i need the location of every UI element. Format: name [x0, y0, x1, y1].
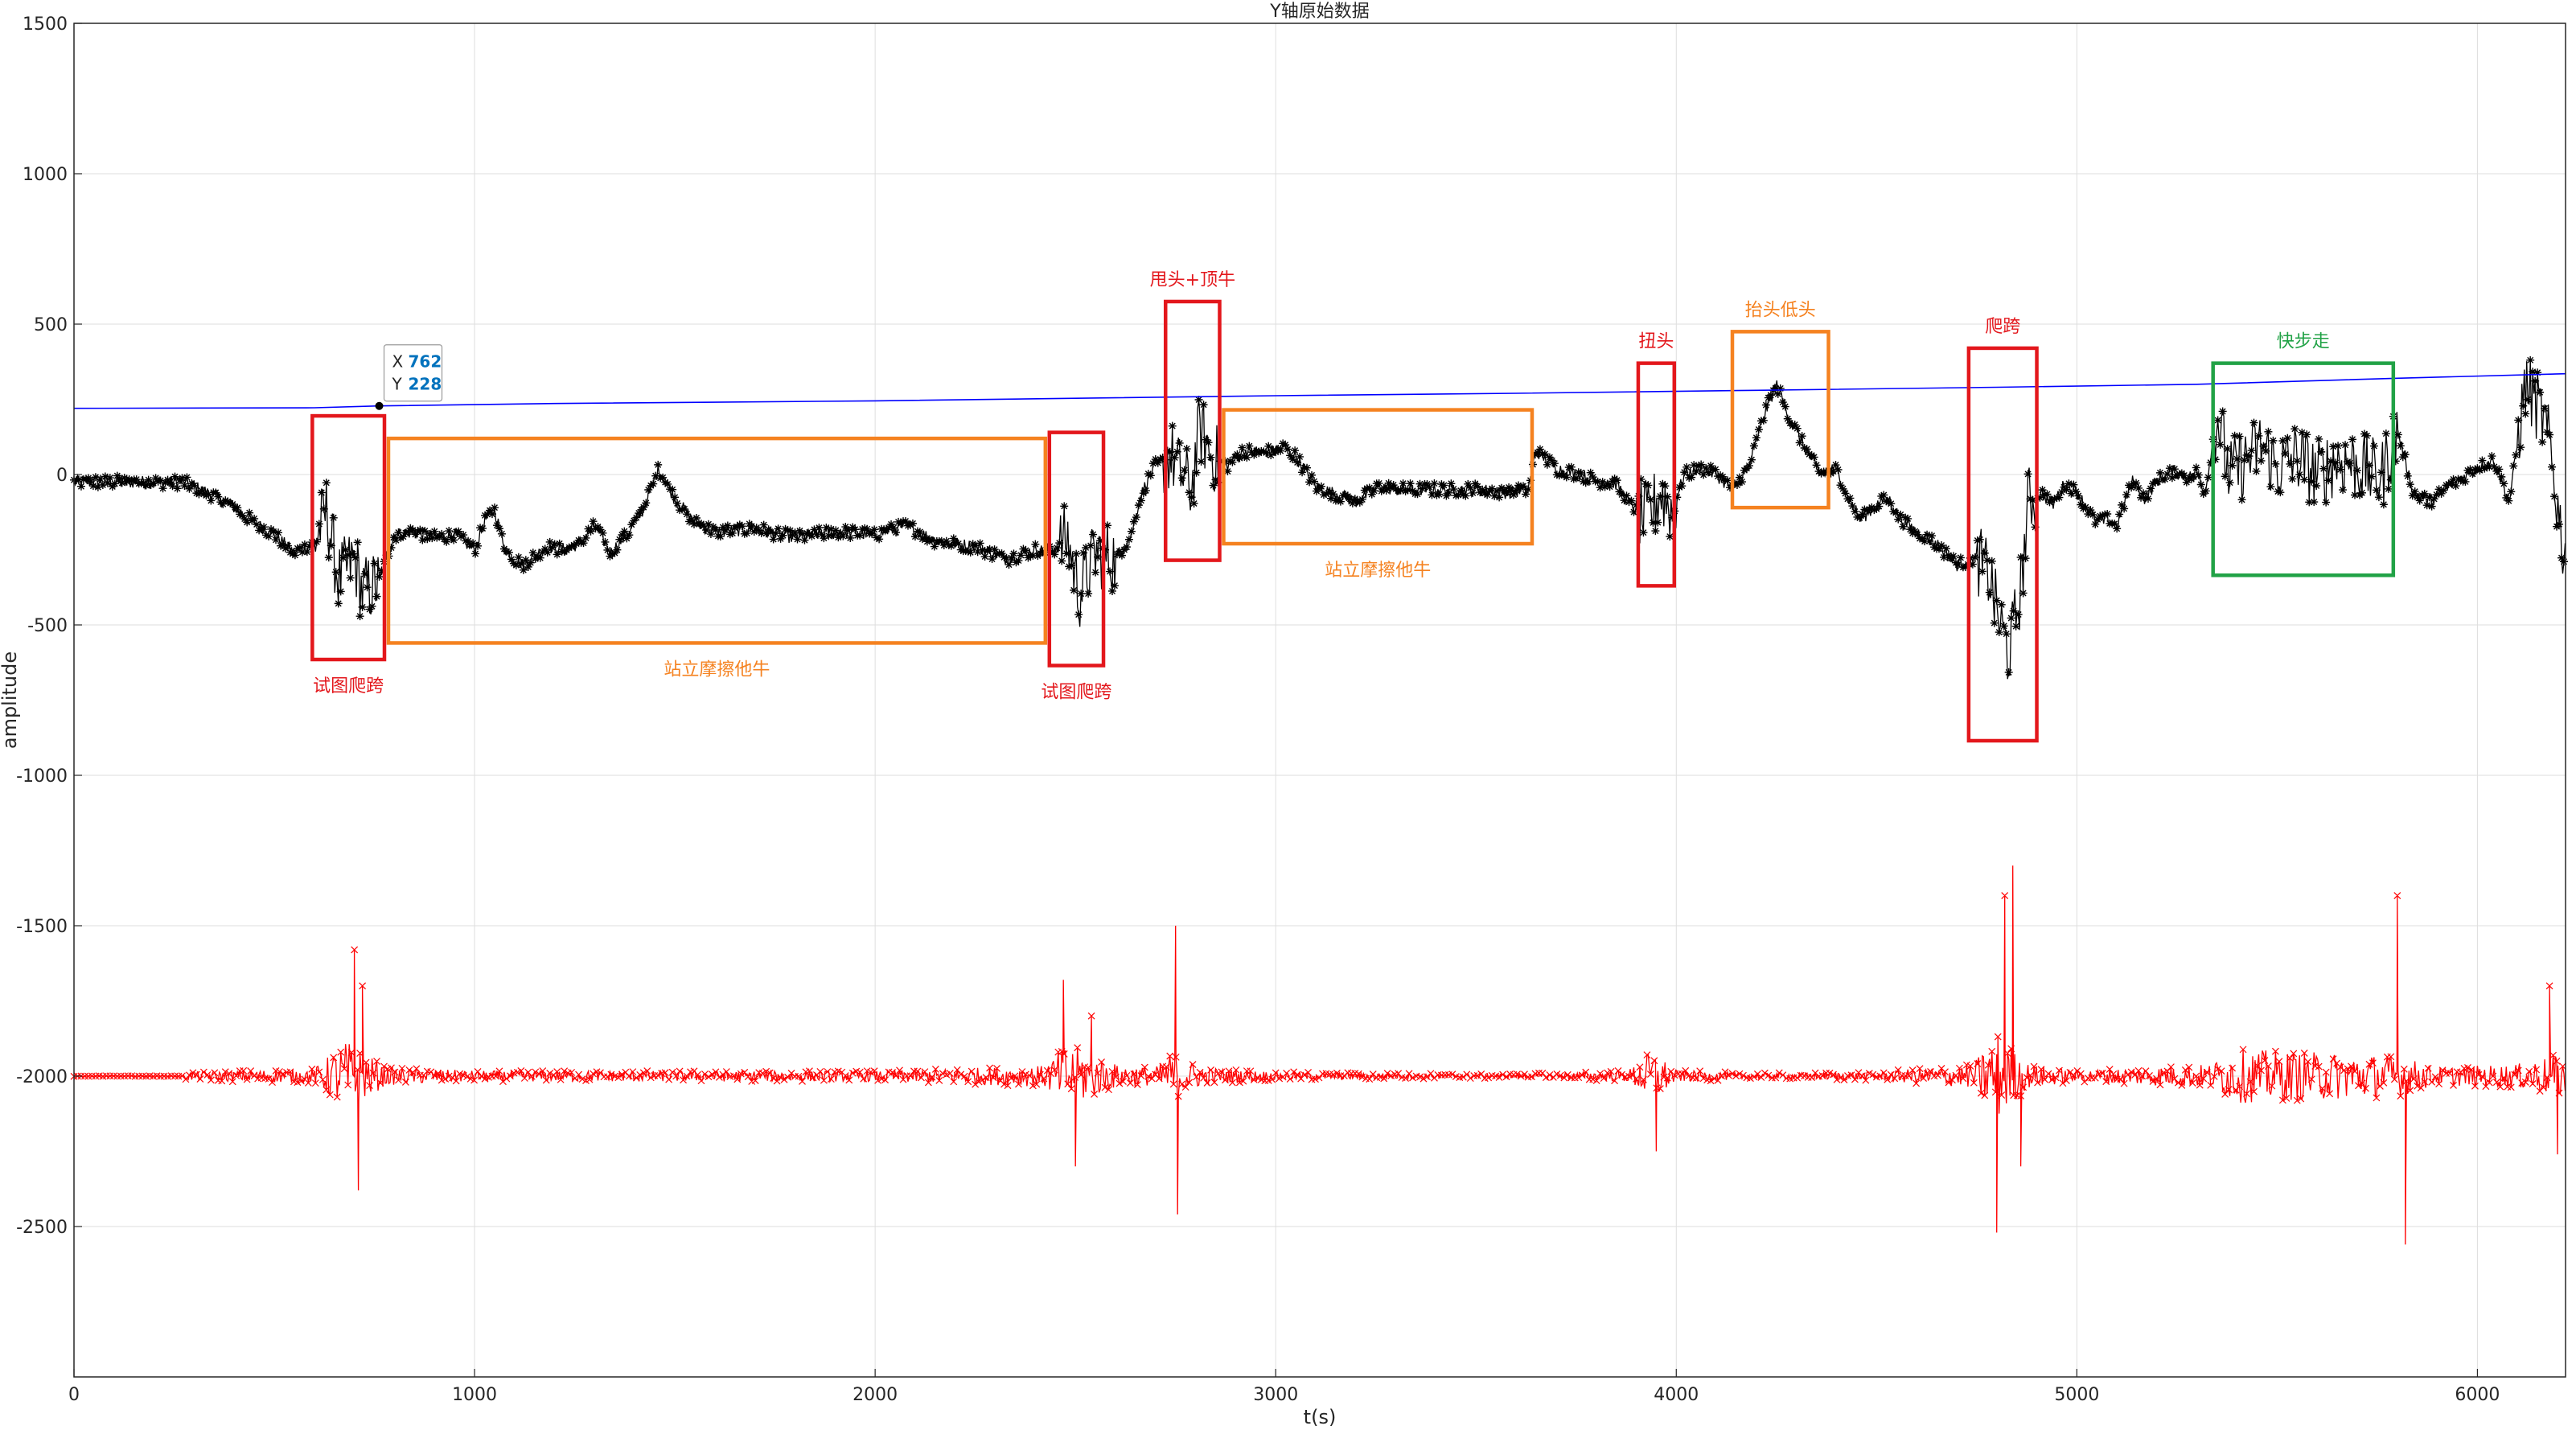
annotation-box — [386, 436, 1048, 645]
data-tip[interactable]: X 762 Y 228 — [375, 344, 443, 410]
annotation-label: 站立摩擦他牛 — [664, 660, 770, 680]
grid-lines — [73, 23, 2566, 1377]
series-raw — [70, 355, 2569, 680]
data-tip-y-label: Y — [392, 375, 403, 394]
annotation-box — [1730, 330, 1830, 510]
annotation-label: 甩头+顶牛 — [1150, 270, 1235, 290]
annotation-box — [2211, 361, 2396, 577]
annotation-4: 甩头+顶牛 — [1150, 270, 1235, 562]
y-axis-label: amplitude — [0, 651, 21, 749]
tick-layer: 0 1000 2000 3000 4000 5000 6000150010005000-50… — [16, 14, 2500, 1405]
y-tick-label: 1000 — [23, 165, 68, 185]
annotation-label: 快步走 — [2277, 332, 2330, 352]
annotation-label: 抬头低头 — [1745, 300, 1816, 320]
annotation-7: 抬头低头 — [1730, 300, 1830, 510]
annotation-box — [310, 413, 387, 662]
y-tick-label: -2500 — [16, 1218, 68, 1238]
x-tick-label: 5000 — [2054, 1385, 2099, 1405]
annotation-box — [1047, 430, 1106, 668]
x-tick-label: 6000 — [2455, 1385, 2500, 1405]
annotation-box — [1163, 299, 1222, 562]
annotation-3: 试图爬跨 — [1041, 430, 1111, 702]
y-tick-label: -500 — [27, 616, 68, 636]
x-tick-label: 2000 — [853, 1385, 898, 1405]
annotation-9: 快步走 — [2211, 332, 2396, 577]
annotation-box — [1222, 408, 1535, 546]
annotation-label: 试图爬跨 — [1041, 682, 1111, 702]
data-tip-x-value: 762 — [409, 352, 442, 372]
annotation-8: 爬跨 — [1966, 317, 2039, 743]
data-tip-point — [375, 401, 384, 410]
annotation-box — [1966, 346, 2039, 743]
y-tick-label: 1500 — [23, 14, 68, 35]
data-tip-box — [383, 344, 443, 402]
annotation-5: 站立摩擦他牛 — [1222, 408, 1535, 581]
annotation-label: 试图爬跨 — [313, 676, 384, 697]
annotation-1: 试图爬跨 — [310, 413, 387, 697]
data-tip-y-value: 228 — [409, 375, 442, 394]
annotation-label: 扭头 — [1638, 332, 1674, 352]
y-tick-label: 500 — [34, 315, 68, 335]
axes-box — [73, 23, 2566, 1378]
y-tick-label: -2000 — [16, 1067, 68, 1087]
x-tick-label: 1000 — [452, 1385, 497, 1405]
y-tick-label: 0 — [56, 466, 68, 486]
y-tick-label: -1000 — [16, 766, 68, 787]
y-tick-label: -1500 — [16, 917, 68, 937]
annotation-label: 站立摩擦他牛 — [1325, 561, 1431, 581]
x-tick-label: 3000 — [1253, 1385, 1298, 1405]
series-diff — [70, 865, 2566, 1245]
annotation-6: 扭头 — [1636, 332, 1677, 588]
chart-title: Y轴原始数据 — [1269, 2, 1369, 22]
x-axis-label: t(s) — [1304, 1406, 1337, 1428]
annotation-2: 站立摩擦他牛 — [386, 436, 1048, 680]
annotation-label: 爬跨 — [1985, 317, 2020, 337]
data-tip-x-label: X — [392, 352, 404, 372]
x-tick-label: 0 — [68, 1385, 80, 1405]
annotation-box — [1636, 361, 1677, 588]
x-tick-label: 4000 — [1654, 1385, 1699, 1405]
